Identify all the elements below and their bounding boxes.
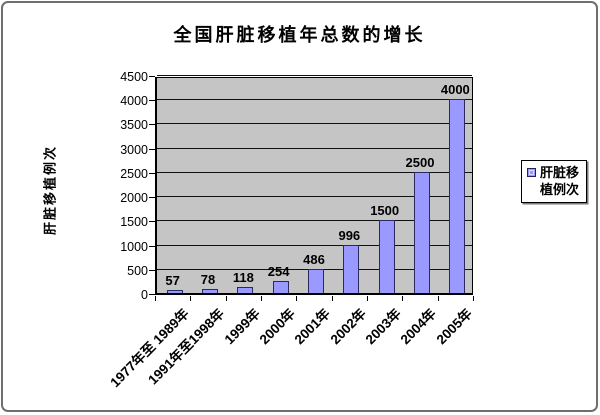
bar-value-label: 78 <box>200 272 216 287</box>
gridline-4000 <box>157 99 472 101</box>
series-swatch-icon <box>527 168 536 177</box>
legend: 肝脏移植例次 <box>521 160 587 203</box>
x-axis-tick-mark <box>367 296 368 301</box>
bar-1977年至 1989年 <box>166 290 183 293</box>
x-axis-label: 2004年 <box>398 305 440 348</box>
x-axis-label: 2005年 <box>433 305 475 348</box>
gridline-3000 <box>157 147 472 149</box>
y-axis-tick-label: 4000 <box>120 94 148 109</box>
bar-1999年 <box>237 287 254 293</box>
bar-value-label: 1500 <box>370 203 400 218</box>
bar-value-label: 4000 <box>440 82 470 97</box>
bar-2005年 <box>449 99 466 293</box>
x-axis-tick-mark <box>261 296 262 301</box>
y-axis-tick-label: 2500 <box>120 166 148 181</box>
y-axis-tick-mark <box>149 221 155 223</box>
x-axis-tick-mark <box>402 296 404 301</box>
bar-value-label: 486 <box>303 252 325 267</box>
bar-value-label: 996 <box>338 228 361 243</box>
y-axis-tick-label: 3500 <box>120 118 148 133</box>
bar-2004年 <box>414 172 430 293</box>
y-axis-tick-label: 2000 <box>120 191 148 206</box>
gridline-1500 <box>157 220 472 222</box>
x-axis-label: 2003年 <box>362 305 405 348</box>
gridline-4500 <box>157 75 472 76</box>
bar-2002年 <box>343 245 360 293</box>
y-axis-tick-mark <box>149 148 155 150</box>
bar-1991年至1998年 <box>202 289 218 293</box>
y-axis-tick-mark <box>149 100 155 102</box>
y-axis-tick-mark <box>149 124 155 126</box>
bar-value-label: 57 <box>165 273 180 288</box>
gridline-1000 <box>157 244 472 246</box>
y-axis-tick-label: 1500 <box>120 215 148 230</box>
y-axis-tick-mark <box>149 269 155 271</box>
x-axis-tick-mark <box>155 296 156 301</box>
y-axis-tick-mark <box>149 294 155 295</box>
legend-series-label: 肝脏移植例次 <box>540 165 580 197</box>
x-axis-label: 2000年 <box>256 305 299 348</box>
y-axis-tick-label: 4500 <box>120 70 148 84</box>
bar-value-label: 254 <box>267 264 290 279</box>
gridline-2500 <box>157 171 472 173</box>
gridline-3500 <box>157 123 472 125</box>
y-axis-tick-mark <box>149 172 155 174</box>
y-axis-tick-label: 0 <box>141 288 148 302</box>
x-axis-tick-mark <box>190 296 192 301</box>
x-axis-tick-mark <box>473 296 474 301</box>
y-axis-tick-mark <box>149 197 155 199</box>
plot-area <box>155 75 473 295</box>
bar-2001年 <box>308 269 324 293</box>
y-axis-tick-mark <box>149 76 155 77</box>
x-axis-label: 2001年 <box>292 305 334 348</box>
bar-2003年 <box>378 220 395 293</box>
y-axis-tick-label: 3000 <box>120 142 148 157</box>
y-axis-tick-mark <box>149 245 155 247</box>
y-axis-title: 肝脏移植例次 <box>42 144 58 236</box>
bar-2000年 <box>272 281 289 293</box>
bar-value-label: 118 <box>232 270 254 285</box>
x-axis-label: 2002年 <box>327 305 369 348</box>
gridline-2000 <box>157 196 472 198</box>
x-axis-tick-mark <box>331 296 333 301</box>
y-axis-tick-label: 1000 <box>120 239 148 254</box>
x-axis-tick-mark <box>437 296 439 301</box>
chart-title: 全国肝脏移植年总数的增长 <box>173 25 426 45</box>
x-axis-label: 1999年 <box>221 305 263 348</box>
y-axis-tick-label: 500 <box>127 263 148 278</box>
x-axis-tick-mark <box>296 296 298 301</box>
x-axis-tick-mark <box>225 296 227 301</box>
bar-value-label: 2500 <box>405 155 435 170</box>
